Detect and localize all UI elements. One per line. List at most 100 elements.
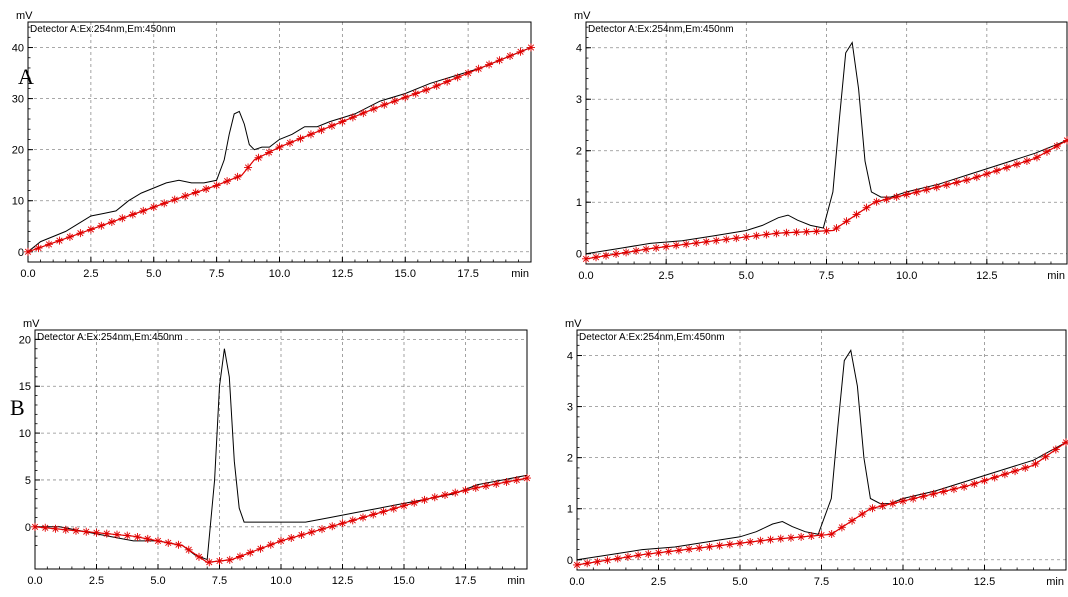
baseline-marker (807, 531, 816, 540)
baseline-marker (482, 481, 490, 490)
baseline-marker (379, 507, 388, 516)
baseline-marker (613, 554, 622, 563)
x-tick-label: 10.0 (896, 270, 917, 282)
baseline-marker (380, 100, 389, 109)
y-tick-label: 20 (19, 334, 31, 346)
baseline-marker (65, 232, 74, 241)
baseline-marker (254, 153, 263, 162)
baseline-marker (502, 477, 511, 486)
chart-panel-1: 0.0 2.5 5.0 7.5 10.0 12.5 15.0 17.5 0 10 20 30 40 mV m… (12, 10, 535, 280)
baseline-marker (523, 474, 531, 483)
x-tick-label: 2.5 (89, 575, 104, 587)
x-unit-label: min (1046, 576, 1064, 588)
baseline-marker (742, 232, 751, 241)
x-tick-label: 2.5 (659, 270, 674, 282)
baseline-marker (962, 176, 971, 185)
detector-label: Detector A:Ex:254nm,Em:450nm (37, 332, 183, 343)
y-tick-label: 4 (576, 43, 582, 55)
baseline-marker (623, 552, 632, 561)
baseline-marker (888, 499, 897, 508)
baseline-marker (1041, 452, 1050, 461)
baseline-marker (705, 542, 714, 551)
baseline-marker (328, 522, 337, 531)
baseline-marker (348, 113, 357, 122)
baseline-marker (76, 229, 85, 238)
baseline-marker (420, 495, 429, 504)
baseline-marker (118, 214, 127, 223)
baseline-marker (86, 225, 95, 234)
baseline-marker (307, 528, 316, 537)
baseline-marker (296, 134, 305, 143)
baseline-marker (827, 529, 836, 538)
y-tick-label: 0 (25, 522, 31, 534)
baseline-marker (592, 253, 601, 262)
baseline-marker (1012, 160, 1021, 169)
baseline-marker (441, 490, 449, 499)
baseline-marker (287, 533, 296, 542)
x-tick-label: 0.0 (27, 575, 42, 587)
baseline-marker (516, 47, 525, 56)
baseline-marker (1042, 147, 1051, 156)
x-tick-label: 15.0 (395, 268, 416, 280)
baseline-marker (202, 184, 211, 193)
baseline-marker (797, 532, 806, 541)
baseline-marker (902, 190, 911, 199)
baseline-marker (622, 248, 631, 257)
baseline-marker (143, 534, 152, 543)
baseline-marker (266, 540, 275, 549)
x-tick-label: 12.5 (976, 270, 997, 282)
baseline-marker (317, 126, 326, 135)
baseline-marker (24, 247, 32, 256)
baseline-marker (359, 513, 367, 522)
baseline-marker (212, 181, 221, 190)
baseline-marker (215, 557, 224, 566)
panel-label-b: B (10, 395, 25, 420)
baseline-line (27, 46, 532, 253)
baseline-marker (582, 254, 590, 263)
baseline-marker (970, 479, 979, 488)
baseline-marker (1011, 467, 1020, 476)
baseline-marker (246, 548, 255, 557)
y-tick-label: 10 (12, 196, 24, 208)
baseline-marker (205, 558, 214, 567)
x-tick-label: 5.0 (732, 576, 747, 588)
y-tick-label: 1 (567, 504, 573, 516)
x-tick-label: 5.0 (150, 575, 165, 587)
baseline-marker (164, 538, 173, 547)
x-tick-label: 10.0 (270, 575, 291, 587)
baseline-marker (256, 544, 265, 553)
y-tick-label: 3 (576, 94, 582, 106)
baseline-marker (430, 493, 439, 502)
baseline-marker (939, 487, 948, 496)
baseline-marker (702, 237, 711, 246)
baseline-marker (277, 536, 285, 545)
baseline-marker (837, 523, 846, 532)
y-tick-label: 5 (25, 475, 31, 487)
baseline-marker (644, 549, 653, 558)
baseline-marker (113, 530, 121, 539)
y-tick-label: 0 (576, 249, 582, 261)
baseline-marker (181, 192, 190, 201)
baseline-marker (722, 235, 731, 244)
x-unit-label: min (507, 575, 525, 587)
baseline-marker (1062, 438, 1068, 447)
baseline-marker (817, 531, 826, 540)
baseline-marker (225, 555, 234, 564)
baseline-marker (369, 510, 378, 519)
x-tick-label: 12.5 (332, 575, 353, 587)
baseline-marker (223, 177, 232, 186)
y-tick-label: 10 (19, 428, 31, 440)
x-tick-label: 12.5 (974, 576, 995, 588)
x-tick-label: 10.0 (892, 576, 913, 588)
baseline-marker (191, 188, 200, 197)
x-tick-label: 2.5 (651, 576, 666, 588)
baseline-marker (170, 195, 179, 204)
x-tick-label: 17.5 (457, 268, 478, 280)
x-unit-label: min (511, 268, 529, 280)
baseline-marker (244, 163, 253, 172)
baseline-marker (327, 121, 336, 130)
baseline-marker (184, 545, 193, 554)
baseline-marker (139, 206, 148, 215)
baseline-marker (990, 473, 999, 482)
baseline-marker (848, 516, 857, 525)
